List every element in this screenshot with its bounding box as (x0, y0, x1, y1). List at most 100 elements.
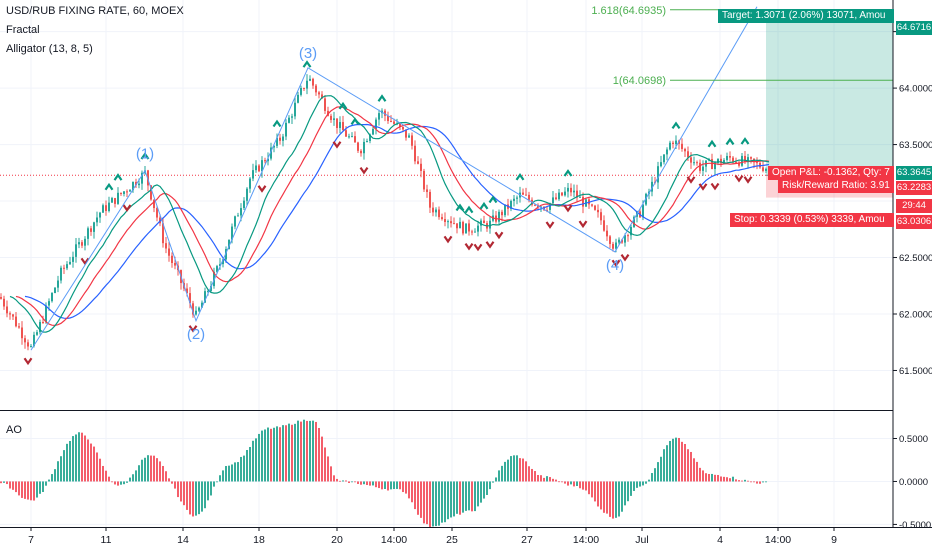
candle (732, 155, 734, 165)
indicator-alligator-label[interactable]: Alligator (13, 8, 5) (6, 43, 93, 55)
ao-bar (240, 456, 242, 482)
candle (627, 233, 629, 242)
ao-bar (351, 481, 353, 483)
elliott-wave[interactable]: (1)(2)(3)(4)(5) (30, 0, 766, 351)
ao-bar (276, 426, 278, 482)
candle (738, 160, 740, 168)
ao-bar (636, 481, 638, 488)
fractal-down (473, 243, 483, 252)
ao-bar (600, 481, 602, 510)
ao-bar (429, 481, 431, 528)
candle (6, 300, 8, 318)
ao-bar (405, 481, 407, 494)
ao-bar (450, 481, 452, 518)
ao-bar (504, 461, 506, 482)
candle (702, 160, 704, 176)
ao-bar (321, 436, 323, 482)
candle (66, 261, 68, 271)
candle (348, 133, 350, 139)
price-axis[interactable]: 61.500062.000062.500063.500064.000064.50… (893, 27, 932, 531)
target-price-tag: 64.6716 (896, 21, 932, 35)
ao-bar (495, 477, 497, 482)
risk-reward-label[interactable]: Risk/Reward Ratio: 3.91 (778, 179, 894, 193)
ao-bar (480, 481, 482, 503)
candle (57, 275, 59, 293)
ao-bar (39, 481, 41, 494)
ao-bar (102, 465, 104, 482)
ao-bar (105, 470, 107, 482)
target-label[interactable]: Target: 1.3071 (2.06%) 13071, Amou (718, 9, 894, 23)
ao-bar (447, 481, 449, 520)
time-tick: 11 (101, 534, 112, 546)
time-axis[interactable]: 7 11 14 18 20 14:00 25 27 14:00 Jul 4 14:00 9 (28, 527, 837, 546)
fib-extension[interactable]: 1.618(64.6935) 1(64.0698) (591, 5, 893, 87)
candle (318, 90, 320, 99)
ao-bar (144, 457, 146, 482)
candle (60, 265, 62, 284)
candle (279, 133, 281, 145)
time-tick: 25 (446, 534, 458, 546)
ao-tick: -0.5000 (899, 520, 931, 531)
candle (417, 156, 419, 165)
ao-bar (561, 481, 563, 483)
candle (219, 258, 221, 270)
ao-histogram[interactable] (0, 419, 767, 528)
candle (255, 160, 257, 173)
fractal-up (707, 139, 717, 148)
ao-bar (510, 456, 512, 482)
symbol-title[interactable]: USD/RUB FIXING RATE, 60, MOEX (6, 5, 184, 17)
ao-bar (720, 476, 722, 482)
candle (249, 176, 251, 193)
candle (513, 194, 515, 207)
candle (189, 287, 191, 309)
ao-bar (474, 481, 476, 512)
stop-label[interactable]: Stop: 0.3339 (0.53%) 3339, Amou (730, 213, 894, 227)
ao-bar (732, 476, 734, 482)
pnl-label[interactable]: Open P&L: -0.1362, Qty: 7 (768, 166, 894, 180)
ao-bar (396, 481, 398, 489)
ao-bar (459, 481, 461, 515)
ao-tick: 0.0000 (899, 477, 928, 488)
candle (363, 138, 365, 160)
fractal-down (743, 176, 753, 184)
ao-pane-label[interactable]: AO (6, 424, 22, 436)
ao-bar (492, 481, 494, 483)
price-tick: 61.5000 (899, 366, 932, 377)
fractal-up (338, 101, 348, 110)
candle (480, 218, 482, 232)
candle (276, 133, 278, 149)
ao-bar (741, 480, 743, 482)
ao-bar (174, 481, 176, 489)
ao-bar (540, 475, 542, 482)
ao-bar (381, 481, 383, 490)
indicator-fractal-label[interactable]: Fractal (6, 24, 40, 36)
ao-bar (594, 481, 596, 502)
candle (126, 189, 128, 198)
ao-bar (498, 470, 500, 482)
fractal-up (725, 137, 735, 146)
ao-bar (111, 481, 113, 483)
candle (108, 196, 110, 213)
ao-bar (672, 438, 674, 482)
ao-bar (231, 464, 233, 482)
candle (42, 315, 44, 324)
ao-bar (582, 481, 584, 490)
time-tick: 18 (253, 534, 265, 546)
fib-level-label: 1.618(64.6935) (591, 5, 666, 17)
candlestick-series[interactable] (0, 74, 767, 351)
ao-bar (51, 474, 53, 482)
candle (9, 311, 11, 320)
ao-bar (417, 481, 419, 515)
candle (75, 238, 77, 263)
ao-bar (717, 474, 719, 482)
time-tick: 14:00 (573, 534, 599, 546)
grid-lines (0, 0, 893, 527)
candle (168, 241, 170, 262)
candle (105, 200, 107, 216)
ao-bar (546, 476, 548, 482)
ao-bar (570, 481, 572, 485)
ao-bar (684, 443, 686, 482)
ao-bar (255, 438, 257, 482)
ao-bar (123, 481, 125, 485)
